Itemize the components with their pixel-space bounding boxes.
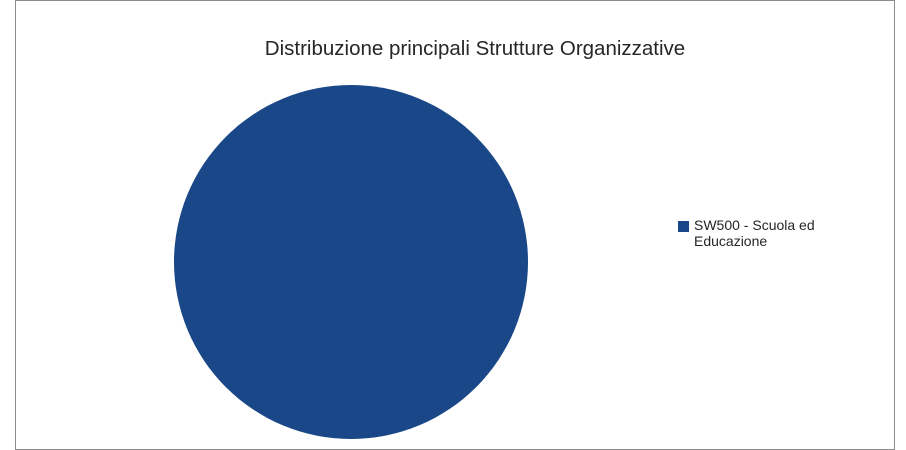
legend: SW500 - Scuola ed Educazione bbox=[678, 217, 878, 249]
pie-slice-0 bbox=[174, 85, 528, 439]
chart-title: Distribuzione principali Strutture Organ… bbox=[264, 37, 686, 60]
legend-item: SW500 - Scuola ed Educazione bbox=[678, 217, 878, 249]
legend-swatch bbox=[678, 221, 689, 232]
pie-chart bbox=[174, 85, 528, 439]
legend-label: SW500 - Scuola ed Educazione bbox=[694, 217, 815, 249]
